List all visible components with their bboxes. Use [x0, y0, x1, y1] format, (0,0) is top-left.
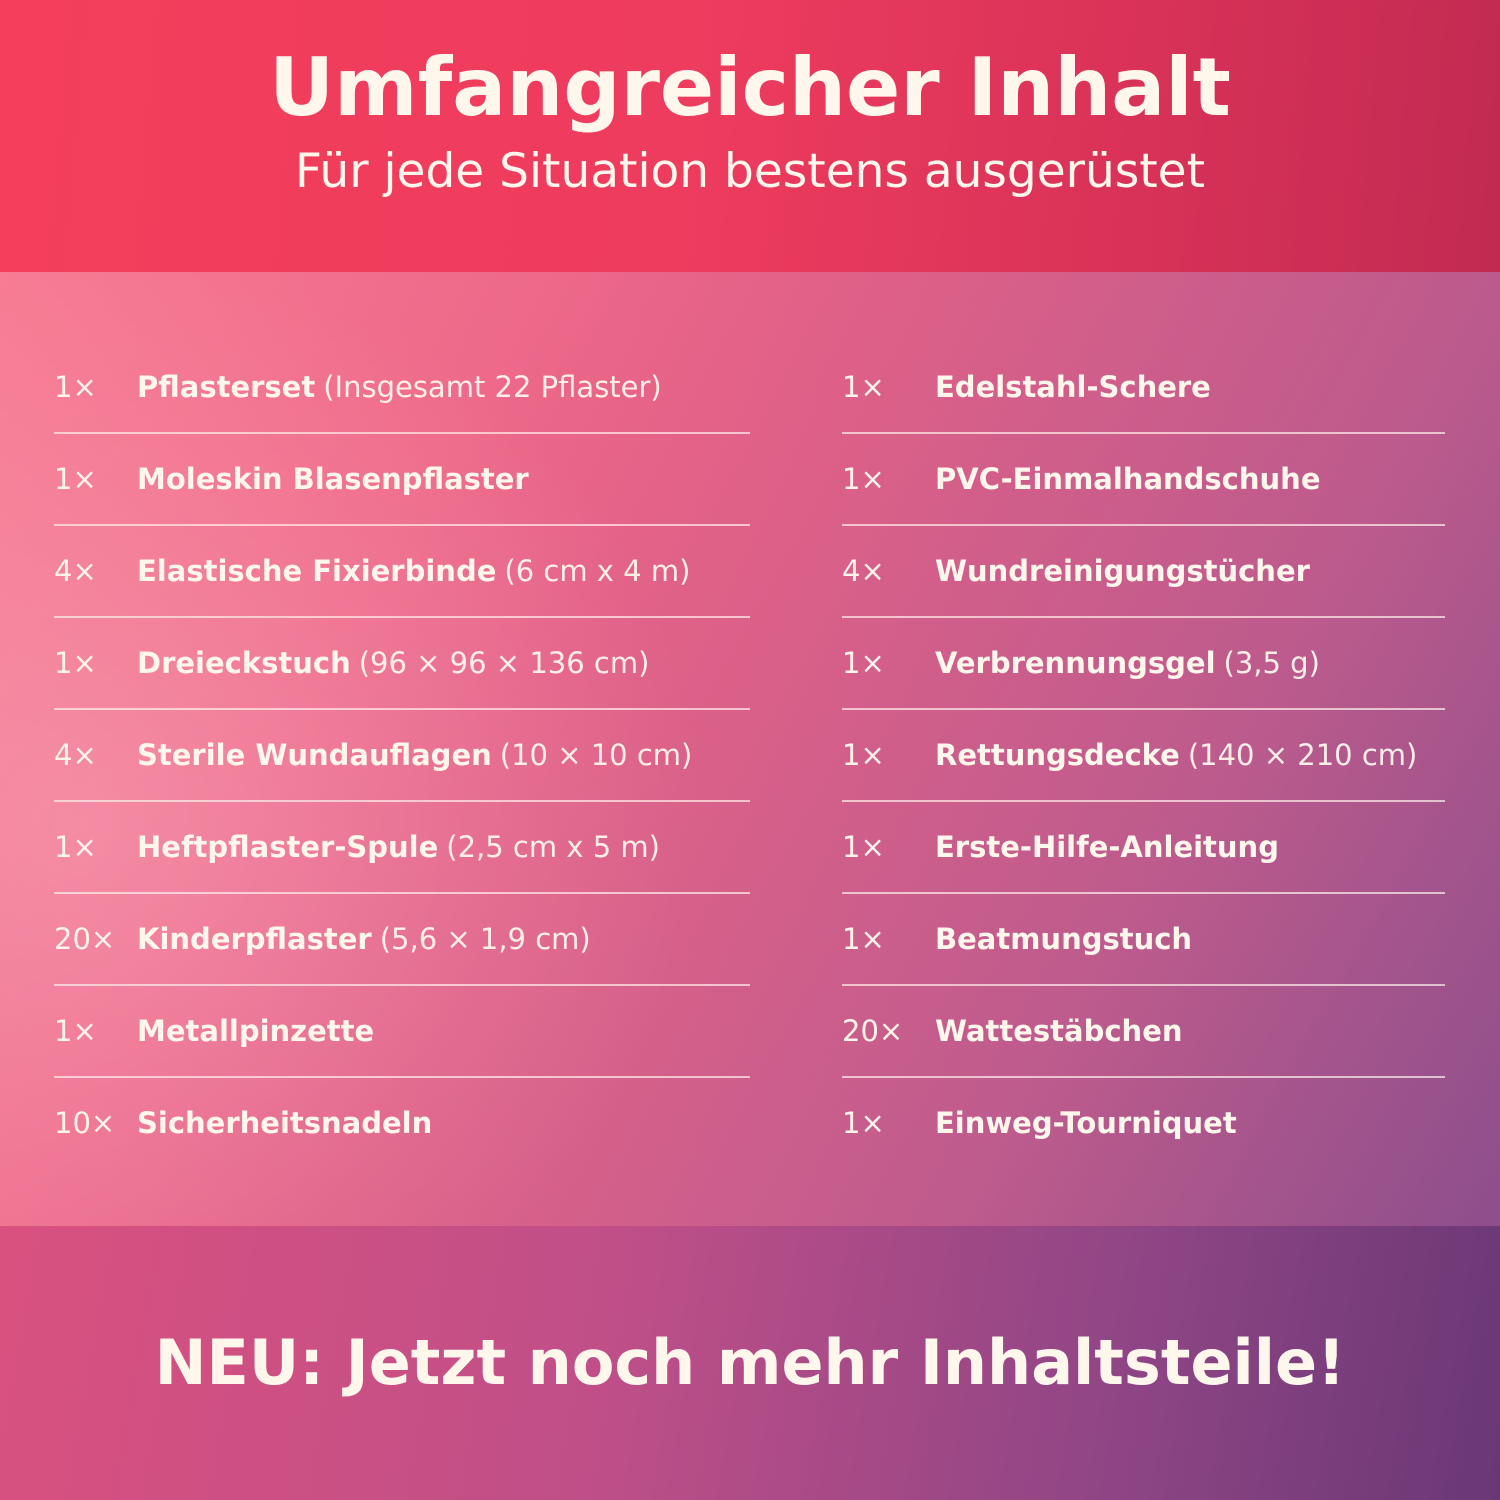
item-name: Moleskin Blasenpflaster: [137, 462, 529, 496]
item-detail: (6 cm x 4 m): [504, 554, 691, 588]
item-name: Einweg-Tourniquet: [935, 1106, 1237, 1140]
list-item: 4× Wundreinigungstücher: [842, 526, 1445, 618]
contents-column-left: 1× Pflasterset (Insgesamt 22 Pflaster) 1×…: [54, 342, 750, 1168]
list-item: 1× Moleskin Blasenpflaster: [54, 434, 750, 526]
item-quantity: 1×: [842, 922, 885, 956]
list-item: 1× Beatmungstuch: [842, 894, 1445, 986]
list-item: 1× Dreieckstuch (96 × 96 × 136 cm): [54, 618, 750, 710]
list-item: 1× Pflasterset (Insgesamt 22 Pflaster): [54, 342, 750, 434]
item-quantity: 1×: [842, 830, 885, 864]
list-item: 1× PVC-Einmalhandschuhe: [842, 434, 1445, 526]
list-item: 1× Metallpinzette: [54, 986, 750, 1078]
list-item: 1× Rettungsdecke (140 × 210 cm): [842, 710, 1445, 802]
item-detail: (2,5 cm x 5 m): [446, 830, 660, 864]
contents-list-panel: 1× Pflasterset (Insgesamt 22 Pflaster) 1×…: [0, 272, 1500, 1226]
item-quantity: 1×: [842, 738, 885, 772]
item-name: Heftpflaster-Spule: [137, 830, 439, 864]
item-detail: (140 × 210 cm): [1187, 738, 1418, 772]
item-name: Pflasterset: [137, 370, 316, 404]
item-detail: (96 × 96 × 136 cm): [358, 646, 650, 680]
item-quantity: 1×: [842, 462, 885, 496]
list-item: 20× Kinderpflaster (5,6 × 1,9 cm): [54, 894, 750, 986]
item-quantity: 1×: [54, 1014, 97, 1048]
item-name: PVC-Einmalhandschuhe: [935, 462, 1321, 496]
list-item: 1× Erste-Hilfe-Anleitung: [842, 802, 1445, 894]
item-detail: (5,6 × 1,9 cm): [379, 922, 591, 956]
item-name: Wundreinigungstücher: [935, 554, 1310, 588]
item-name: Edelstahl-Schere: [935, 370, 1211, 404]
item-quantity: 1×: [54, 830, 97, 864]
item-name: Sicherheitsnadeln: [137, 1106, 433, 1140]
item-quantity: 4×: [842, 554, 885, 588]
item-name: Erste-Hilfe-Anleitung: [935, 830, 1279, 864]
footer-headline: NEU: Jetzt noch mehr Inhaltsteile!: [154, 1326, 1346, 1399]
item-name: Wattestäbchen: [935, 1014, 1183, 1048]
item-detail: (10 × 10 cm): [499, 738, 693, 772]
item-quantity: 4×: [54, 554, 97, 588]
list-item: 4× Elastische Fixierbinde (6 cm x 4 m): [54, 526, 750, 618]
item-name: Dreieckstuch: [137, 646, 351, 680]
item-detail: (3,5 g): [1223, 646, 1320, 680]
list-item: 4× Sterile Wundauflagen (10 × 10 cm): [54, 710, 750, 802]
list-item: 20× Wattestäbchen: [842, 986, 1445, 1078]
item-quantity: 20×: [54, 922, 116, 956]
item-quantity: 1×: [54, 646, 97, 680]
header-banner: Umfangreicher Inhalt Für jede Situation …: [0, 0, 1500, 272]
item-quantity: 1×: [54, 462, 97, 496]
item-quantity: 1×: [54, 370, 97, 404]
item-name: Elastische Fixierbinde: [137, 554, 497, 588]
contents-column-right: 1× Edelstahl-Schere 1× PVC-Einmalhandsch…: [842, 342, 1445, 1168]
item-name: Sterile Wundauflagen: [137, 738, 492, 772]
page-title: Umfangreicher Inhalt: [269, 41, 1231, 134]
item-quantity: 4×: [54, 738, 97, 772]
list-item: 1× Heftpflaster-Spule (2,5 cm x 5 m): [54, 802, 750, 894]
item-quantity: 1×: [842, 1106, 885, 1140]
footer-banner: NEU: Jetzt noch mehr Inhaltsteile!: [0, 1226, 1500, 1500]
item-name: Beatmungstuch: [935, 922, 1193, 956]
item-name: Verbrennungsgel: [935, 646, 1216, 680]
item-detail: (Insgesamt 22 Pflaster): [323, 370, 662, 404]
item-quantity: 1×: [842, 370, 885, 404]
item-quantity: 1×: [842, 646, 885, 680]
item-name: Rettungsdecke: [935, 738, 1180, 772]
item-name: Metallpinzette: [137, 1014, 375, 1048]
item-quantity: 10×: [54, 1106, 116, 1140]
list-item: 1× Edelstahl-Schere: [842, 342, 1445, 434]
item-name: Kinderpflaster: [137, 922, 372, 956]
item-quantity: 20×: [842, 1014, 904, 1048]
list-item: 10× Sicherheitsnadeln: [54, 1078, 750, 1168]
list-item: 1× Einweg-Tourniquet: [842, 1078, 1445, 1168]
list-item: 1× Verbrennungsgel (3,5 g): [842, 618, 1445, 710]
page-subtitle: Für jede Situation bestens ausgerüstet: [294, 144, 1206, 199]
